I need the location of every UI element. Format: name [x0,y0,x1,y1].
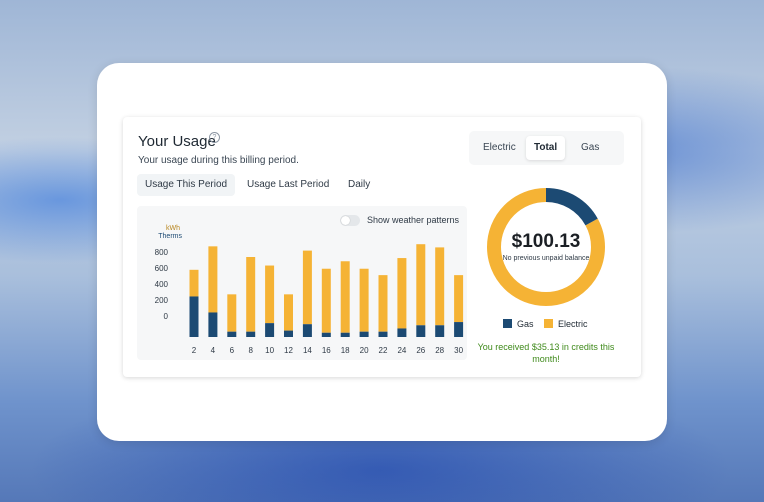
axis-label-kwh: kWh [166,225,180,232]
x-tick-label: 4 [211,346,216,355]
bar-gas [359,331,369,337]
y-tick-label: 600 [155,264,169,273]
x-tick-label: 26 [416,346,425,355]
bar-electric [284,294,293,331]
bar-electric [208,246,218,313]
bar-gas [340,332,350,337]
tab-gas[interactable]: Gas [581,142,600,153]
bar-electric [265,265,275,324]
bar-gas [454,322,464,337]
weather-toggle[interactable] [340,215,360,226]
tab-total[interactable]: Total [526,136,566,160]
toggle-knob [341,216,350,225]
bar-electric [435,247,445,326]
x-tick-label: 6 [230,346,235,355]
x-tick-label: 18 [341,346,350,355]
bar-electric [321,268,331,333]
axis-label-therms: Therms [158,233,182,240]
x-tick-label: 20 [360,346,369,355]
tab-usage-last-period[interactable]: Usage Last Period [247,179,330,190]
bar-gas [265,323,275,337]
bar-gas [302,324,312,337]
legend-gas-swatch [503,319,512,328]
x-tick-label: 12 [284,346,293,355]
x-tick-label: 30 [454,346,463,355]
bar-electric [416,244,426,326]
bar-gas [189,296,199,337]
tab-daily[interactable]: Daily [348,179,371,190]
bar-electric [454,275,464,323]
bar-gas [246,331,256,337]
legend-gas-label: Gas [517,319,534,329]
x-tick-label: 22 [379,346,388,355]
x-tick-label: 24 [397,346,406,355]
y-tick-label: 800 [155,248,169,257]
x-tick-label: 10 [265,346,274,355]
bar-gas [321,332,331,337]
credit-message: You received $35.13 in credits this mont… [477,342,615,364]
fuel-type-selector: Electric Total Gas [469,131,624,165]
question-circle-icon[interactable]: ? [209,132,220,143]
bar-electric [397,258,407,329]
bar-gas [435,325,445,337]
y-tick-label: 400 [155,280,169,289]
legend-electric: Electric [544,319,588,329]
x-tick-label: 28 [435,346,444,355]
weather-toggle-label: Show weather patterns [367,215,460,225]
usage-chart: Show weather patterns kWh Therms 0 200 400 60… [137,206,467,360]
bar-electric [189,269,199,297]
x-tick-label: 14 [303,346,312,355]
legend-electric-label: Electric [558,319,588,329]
bar-electric [378,275,388,332]
y-tick-label: 200 [155,296,169,305]
tab-usage-this-period[interactable]: Usage This Period [137,174,236,196]
total-amount: $100.13 [511,231,581,252]
x-tick-label: 2 [192,346,197,355]
donut-gas-segment [487,188,605,306]
bar-electric [227,294,237,332]
balance-note: No previous unpaid balance [502,255,590,262]
tab-electric[interactable]: Electric [483,142,516,153]
x-tick-label: 8 [248,346,253,355]
total-cost-donut [487,188,605,306]
bar-electric [302,250,312,325]
x-tick-label: 16 [322,346,331,355]
y-tick-label: 0 [164,312,169,321]
bar-electric [246,257,256,332]
bar-electric [359,268,369,332]
page-subtitle: Your usage during this billing period. [138,155,299,166]
bar-gas [416,325,426,337]
bar-gas [397,328,407,337]
bar-gas [208,312,218,337]
legend-electric-swatch [544,319,553,328]
page-title: Your Usage [138,133,216,150]
bar-gas [227,331,237,337]
legend-gas: Gas [503,319,534,329]
bar-electric [340,261,350,333]
bar-gas [284,330,293,337]
bar-gas [378,331,388,337]
usage-panel: Your Usage ? Your usage during this bill… [123,117,641,377]
